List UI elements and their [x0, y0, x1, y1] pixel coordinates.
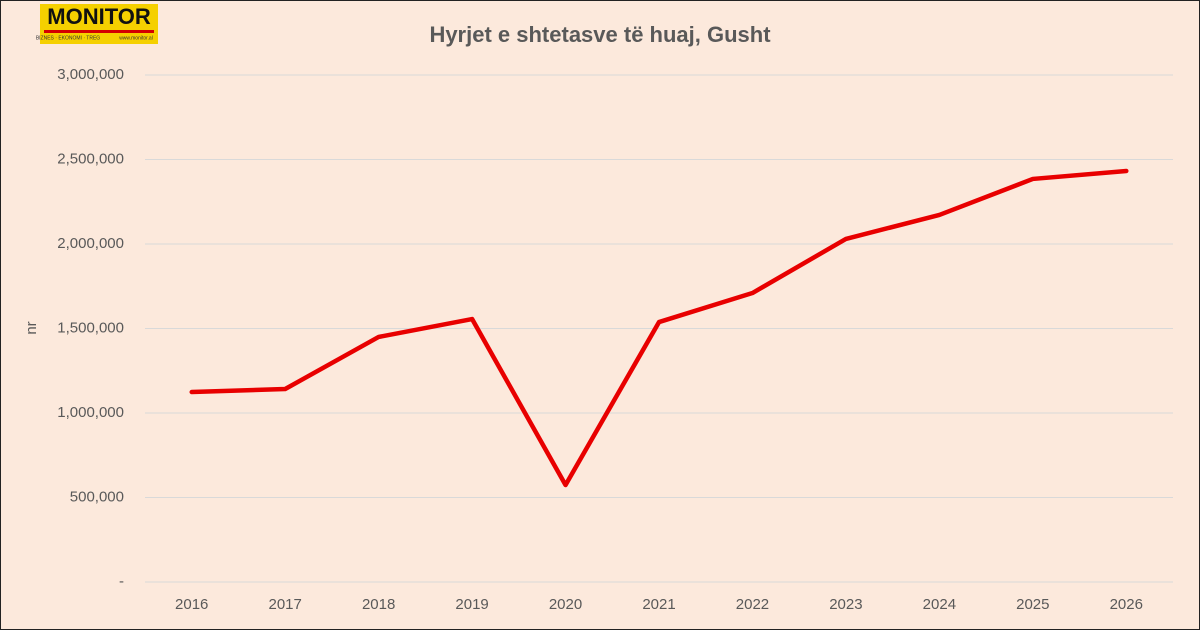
line-series [189, 168, 1129, 488]
x-tick-label: 2026 [1110, 596, 1143, 613]
x-tick-label: 2025 [1016, 596, 1049, 613]
x-tick-label: 2019 [455, 596, 488, 613]
logo-name: MONITOR [47, 4, 151, 29]
x-tick-label: 2023 [829, 596, 862, 613]
logo-stripe [44, 30, 154, 33]
y-axis-label: nr [23, 321, 40, 334]
x-tick-label: 2018 [362, 596, 395, 613]
y-tick-label: - [119, 573, 124, 590]
x-tick-label: 2024 [923, 596, 956, 613]
logo-url: www.monitor.al [119, 35, 153, 41]
x-tick-label: 2022 [736, 596, 769, 613]
x-tick-label: 2021 [642, 596, 675, 613]
y-tick-label: 1,500,000 [57, 319, 124, 336]
x-tick-label: 2016 [175, 596, 208, 613]
chart-title: Hyrjet e shtetasve të huaj, Gusht [429, 22, 771, 47]
x-tick-label: 2017 [268, 596, 301, 613]
logo: MONITOR BIZNES · EKONOMI · TREG www.moni… [36, 4, 158, 44]
y-tick-label: 1,000,000 [57, 404, 124, 421]
y-tick-label: 2,500,000 [57, 150, 124, 167]
logo-box [40, 4, 158, 44]
y-tick-label: 500,000 [70, 488, 124, 505]
y-tick-label: 3,000,000 [57, 66, 124, 83]
logo-tagline: BIZNES · EKONOMI · TREG [36, 35, 100, 41]
x-tick-label: 2020 [549, 596, 582, 613]
y-tick-label: 2,000,000 [57, 235, 124, 252]
